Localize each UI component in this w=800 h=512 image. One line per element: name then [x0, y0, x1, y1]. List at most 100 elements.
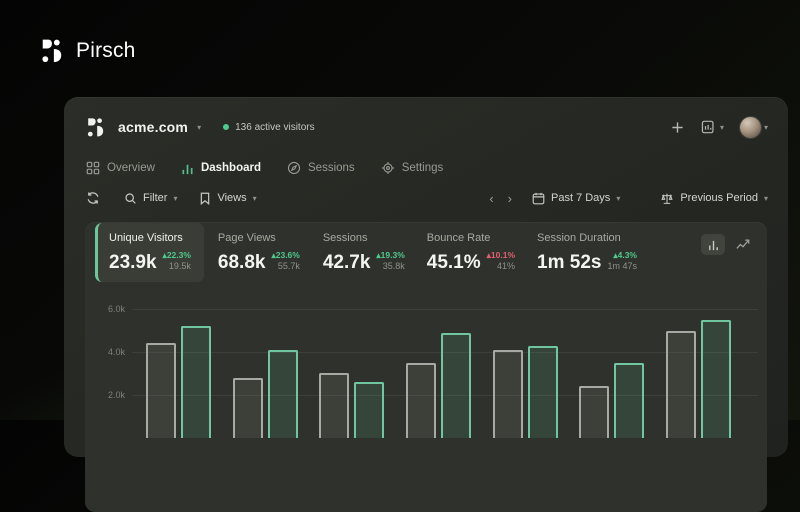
gridline: [132, 395, 758, 396]
compass-icon: [287, 161, 301, 175]
filter-button[interactable]: Filter ▾: [124, 192, 177, 205]
gridline: [132, 309, 758, 310]
previous-period-bar[interactable]: [319, 373, 350, 438]
previous-period-bar[interactable]: [665, 331, 696, 438]
tab-sessions[interactable]: Sessions: [287, 161, 355, 175]
tab-settings[interactable]: Settings: [381, 161, 444, 175]
toolbar-right: ‹ › Past 7 Days ▾ Previous Period ▾: [487, 192, 768, 205]
current-period-bar[interactable]: [527, 346, 558, 438]
metrics-panel: Unique Visitors 23.9k ▴22.3% 19.5k Page View…: [85, 222, 767, 512]
stat-value: 1m 52s: [537, 251, 602, 273]
previous-period-bar[interactable]: [146, 343, 176, 438]
bar-chart-icon: [181, 162, 194, 175]
card-header: acme.com ▾ 136 active visitors ▾ ▾: [86, 114, 768, 140]
stat-value: 23.9k: [109, 251, 157, 273]
current-period-bar[interactable]: [181, 326, 211, 438]
stat-previous-value: 35.8k: [382, 260, 405, 271]
chevron-down-icon: ▾: [763, 123, 768, 132]
chevron-down-icon: ▾: [763, 194, 768, 203]
stat-change: ▴10.1%: [486, 250, 516, 260]
stat-previous-value: 1m 47s: [607, 260, 637, 271]
bar-group-4: [405, 333, 471, 438]
chart-type-toggle: [701, 234, 755, 255]
date-range-button[interactable]: Past 7 Days ▾: [532, 192, 620, 205]
tab-label: Dashboard: [200, 162, 262, 174]
bar-group-1: [146, 326, 211, 438]
previous-period-bar[interactable]: [405, 363, 436, 438]
scale-icon: [661, 193, 673, 204]
filter-label: Filter: [143, 192, 168, 204]
bar-group-2: [232, 350, 298, 438]
pirsch-mark-icon: [86, 117, 107, 138]
chevron-down-icon: ▾: [616, 194, 621, 203]
tab-label: Settings: [401, 162, 444, 174]
date-range-label: Past 7 Days: [551, 192, 611, 204]
stat-value: 45.1%: [426, 251, 481, 273]
stat-label: Bounce Rate: [426, 232, 491, 244]
prev-range-button[interactable]: ‹: [489, 190, 494, 206]
stat-value: 68.8k: [217, 251, 266, 273]
stat-change: ▴22.3%: [162, 250, 191, 260]
tab-overview[interactable]: Overview: [86, 161, 155, 175]
views-label: Views: [217, 192, 247, 204]
stat-sessions[interactable]: Sessions 42.7k ▴19.3% 35.8k: [323, 232, 405, 272]
tab-label: Overview: [107, 162, 155, 174]
bar-group-7: [665, 320, 731, 438]
current-period-bar[interactable]: [354, 382, 385, 438]
chart-plot: [146, 309, 731, 438]
stat-change: ▴4.3%: [613, 250, 637, 260]
toolbar: Filter ▾ Views ▾ ‹ › Past 7 Days ▾ Previ…: [86, 191, 768, 205]
brand: Pirsch: [40, 38, 136, 64]
brand-name: Pirsch: [76, 39, 136, 62]
bar-group-5: [492, 346, 558, 438]
views-button[interactable]: Views ▾: [199, 192, 257, 205]
current-period-bar[interactable]: [267, 350, 298, 438]
bookmark-icon: [201, 192, 210, 205]
stat-previous-value: 41%: [497, 260, 516, 271]
bar-group-6: [579, 363, 645, 438]
avatar: [739, 116, 761, 138]
dashboard-card: acme.com ▾ 136 active visitors ▾ ▾ Overv…: [64, 97, 788, 512]
add-site-button[interactable]: [670, 120, 685, 135]
stat-bounce-rate[interactable]: Bounce Rate 45.1% ▴10.1% 41%: [427, 232, 515, 272]
comparison-button[interactable]: Previous Period ▾: [660, 192, 768, 205]
account-menu-button[interactable]: ▾: [739, 116, 768, 138]
chevron-down-icon: ▾: [197, 123, 202, 132]
current-period-bar[interactable]: [700, 320, 731, 438]
tab-label: Sessions: [308, 162, 355, 174]
next-range-button[interactable]: ›: [507, 190, 512, 206]
live-dot-icon: [223, 124, 230, 130]
search-icon: [125, 192, 136, 204]
previous-period-bar[interactable]: [492, 350, 523, 438]
tab-dashboard[interactable]: Dashboard: [181, 162, 261, 175]
line-chart-toggle-icon[interactable]: [731, 234, 755, 255]
current-period-bar[interactable]: [440, 333, 471, 438]
chevron-down-icon: ▾: [719, 123, 724, 132]
visitors-chart: 6.0k 4.0k 2.0k: [85, 304, 767, 438]
previous-period-bar[interactable]: [232, 378, 263, 438]
stat-session-duration[interactable]: Session Duration 1m 52s ▴4.3% 1m 47s: [537, 232, 637, 272]
chevron-down-icon: ▾: [252, 194, 257, 203]
bar-group-3: [319, 373, 385, 438]
grid-icon: [86, 161, 100, 175]
stat-previous-value: 55.7k: [277, 260, 300, 271]
site-switcher[interactable]: acme.com ▾: [118, 119, 201, 135]
header-actions: ▾ ▾: [670, 116, 768, 138]
stat-label: Session Duration: [537, 232, 621, 244]
comparison-label: Previous Period: [680, 192, 758, 204]
bar-chart-toggle-icon[interactable]: [701, 234, 725, 255]
active-visitors: 136 active visitors: [223, 122, 315, 133]
y-axis-tick-label: 6.0k: [107, 304, 125, 314]
stat-value: 42.7k: [322, 251, 371, 273]
stat-label: Page Views: [217, 232, 276, 244]
gear-icon: [381, 161, 395, 175]
previous-period-bar[interactable]: [579, 386, 610, 438]
refresh-button[interactable]: [86, 191, 100, 205]
compare-sites-button[interactable]: ▾: [701, 120, 724, 134]
stat-unique-visitors[interactable]: Unique Visitors 23.9k ▴22.3% 19.5k: [95, 223, 204, 282]
y-axis-tick-label: 4.0k: [107, 347, 125, 357]
stat-label: Sessions: [322, 232, 368, 244]
y-axis-tick-label: 2.0k: [107, 390, 125, 400]
current-period-bar[interactable]: [614, 363, 645, 438]
stat-page-views[interactable]: Page Views 68.8k ▴23.6% 55.7k: [218, 232, 300, 272]
